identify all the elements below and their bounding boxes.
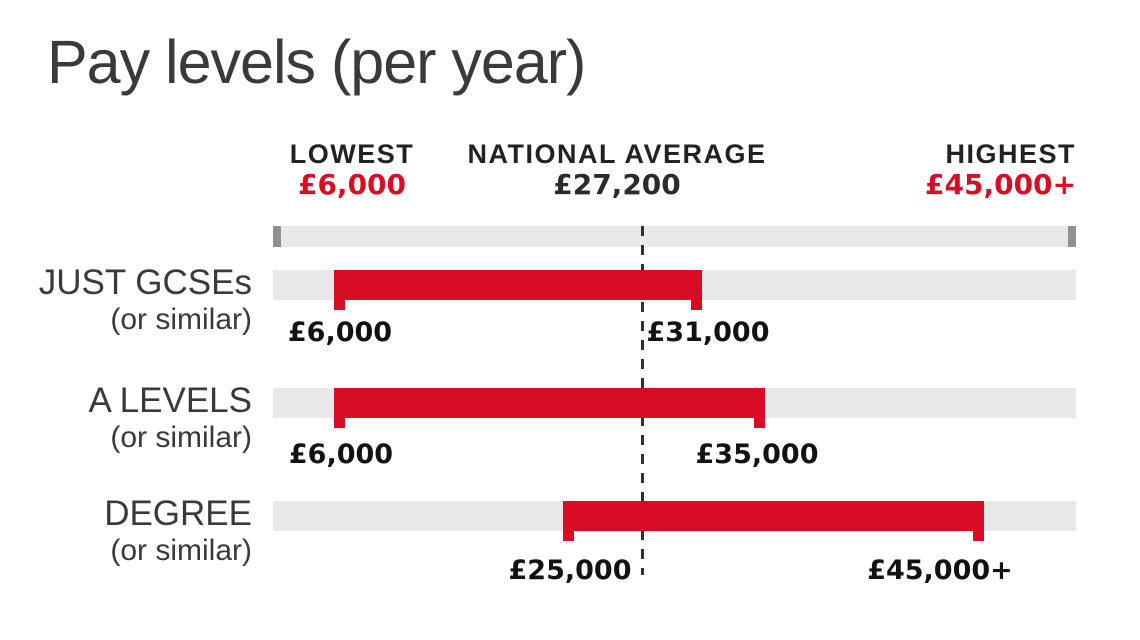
bar-max-label: £45,000+ (867, 555, 1013, 586)
row-label-group: DEGREE (or similar) (104, 494, 252, 568)
scale-cap-left (273, 226, 281, 247)
bar-max-label: £35,000 (695, 439, 819, 470)
row-label-group: A LEVELS (or similar) (89, 381, 252, 455)
row-track (273, 501, 1076, 541)
range-bar (563, 501, 984, 541)
bar-end-cap-right (754, 418, 765, 428)
lowest-label: LOWEST (289, 139, 415, 169)
average-value: £27,200 (553, 168, 681, 201)
axis-label-highest: HIGHEST £45,000+ (925, 139, 1076, 201)
row-category: A LEVELS (88, 381, 252, 420)
scale-cap-right (1068, 226, 1076, 247)
bar-end-cap-left (563, 531, 574, 541)
bar-min-label: £25,000 (508, 555, 632, 586)
bar-end-cap-right (973, 531, 984, 541)
bar-min-label: £6,000 (288, 439, 394, 470)
row-label-group: JUST GCSEs (or similar) (39, 263, 252, 337)
highest-value: £45,000+ (925, 168, 1076, 201)
bar-max-label: £31,000 (646, 317, 770, 348)
row-qualifier: (or similar) (110, 303, 252, 336)
scale-bar (273, 226, 1076, 247)
axis-label-lowest: LOWEST £6,000 (272, 139, 432, 201)
average-label: NATIONAL AVERAGE (467, 139, 767, 169)
row-track (273, 270, 1076, 310)
bar-min-label: £6,000 (287, 317, 393, 348)
bar-end-cap-right (691, 300, 702, 310)
row-qualifier: (or similar) (110, 534, 252, 567)
page-title: Pay levels (per year) (47, 28, 586, 96)
bar-end-cap-left (334, 300, 345, 310)
axis-label-average: NATIONAL AVERAGE £27,200 (455, 139, 779, 201)
bar-end-cap-left (334, 418, 345, 428)
row-category: JUST GCSEs (38, 263, 252, 302)
row-track (273, 388, 1076, 428)
range-bar (334, 270, 702, 310)
highest-label: HIGHEST (945, 139, 1076, 169)
range-bar (334, 388, 765, 428)
row-qualifier: (or similar) (110, 421, 252, 454)
row-category: DEGREE (104, 494, 252, 533)
lowest-value: £6,000 (297, 168, 407, 201)
